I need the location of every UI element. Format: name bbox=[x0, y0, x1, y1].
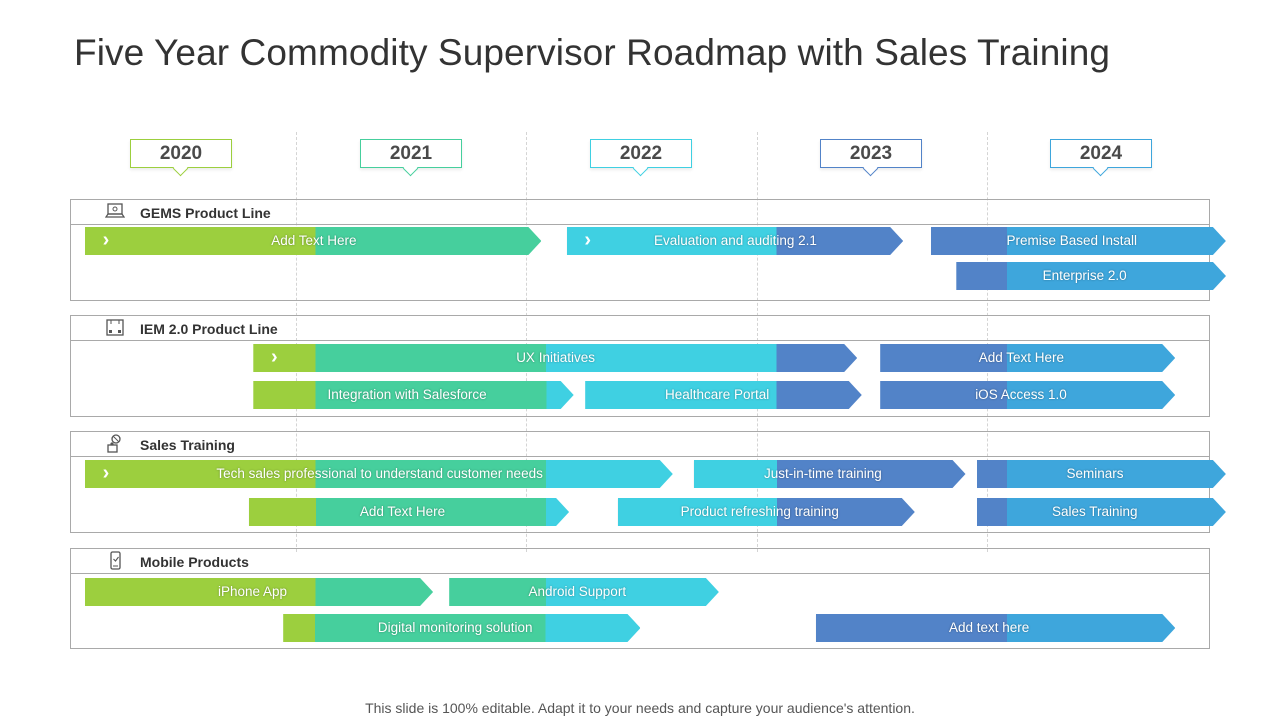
section-iem-2-0-product-line: IEM 2.0 Product Line bbox=[70, 315, 1210, 417]
year-separator bbox=[987, 132, 988, 552]
roadmap-bar bbox=[694, 460, 966, 488]
year-separator bbox=[526, 132, 527, 552]
roadmap-bar bbox=[85, 578, 433, 606]
roadmap-bar bbox=[618, 498, 915, 526]
section-title: GEMS Product Line bbox=[140, 205, 271, 221]
roadmap-bar bbox=[449, 578, 719, 606]
chevron-right-icon: › bbox=[270, 346, 278, 368]
year-label-2022: 2022 bbox=[590, 139, 692, 168]
roadmap-bar bbox=[567, 227, 904, 255]
chevron-right-icon: › bbox=[102, 462, 110, 484]
section-title: Sales Training bbox=[140, 437, 235, 453]
roadmap-bar bbox=[880, 381, 1175, 409]
chevron-right-icon: › bbox=[102, 229, 110, 251]
roadmap-bar bbox=[283, 614, 640, 642]
roadmap-bar bbox=[85, 460, 673, 488]
roadmap-bar bbox=[816, 614, 1176, 642]
roadmap-bar bbox=[931, 227, 1226, 255]
chevron-right-icon: › bbox=[584, 229, 592, 251]
section-header: Sales Training bbox=[71, 432, 1209, 457]
person-target-icon bbox=[105, 434, 125, 453]
page-title: Five Year Commodity Supervisor Roadmap w… bbox=[74, 32, 1111, 73]
year-separator bbox=[757, 132, 758, 552]
mobile-phone-icon bbox=[105, 551, 125, 570]
year-label-2020: 2020 bbox=[130, 139, 232, 168]
roadmap-bar bbox=[977, 498, 1226, 526]
year-label-2023: 2023 bbox=[820, 139, 922, 168]
server-box-icon bbox=[105, 318, 125, 337]
roadmap-bar bbox=[249, 498, 569, 526]
roadmap-bar bbox=[85, 227, 541, 255]
section-header: Mobile Products bbox=[71, 549, 1209, 574]
roadmap-bar bbox=[253, 381, 573, 409]
footer-note: This slide is 100% editable. Adapt it to… bbox=[365, 700, 915, 716]
roadmap-bar bbox=[880, 344, 1175, 372]
roadmap-bar bbox=[977, 460, 1226, 488]
roadmap-bar bbox=[253, 344, 857, 372]
year-label-2024: 2024 bbox=[1050, 139, 1152, 168]
roadmap-bar bbox=[585, 381, 862, 409]
section-header: IEM 2.0 Product Line bbox=[71, 316, 1209, 341]
section-gems-product-line: GEMS Product Line bbox=[70, 199, 1210, 301]
section-title: IEM 2.0 Product Line bbox=[140, 321, 278, 337]
section-mobile-products: Mobile Products bbox=[70, 548, 1210, 649]
section-header: GEMS Product Line bbox=[71, 200, 1209, 225]
year-label-2021: 2021 bbox=[360, 139, 462, 168]
roadmap-bar bbox=[956, 262, 1226, 290]
section-title: Mobile Products bbox=[140, 554, 249, 570]
section-sales-training: Sales Training bbox=[70, 431, 1210, 533]
year-separator bbox=[296, 132, 297, 552]
laptop-icon bbox=[104, 202, 126, 221]
